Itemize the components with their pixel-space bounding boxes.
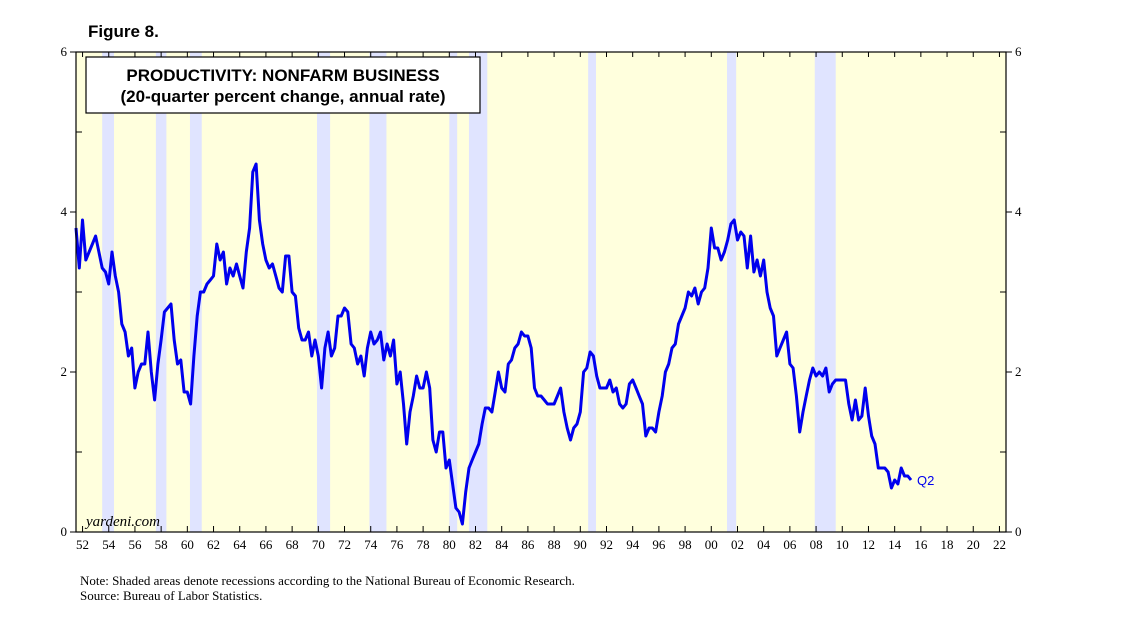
x-tick-label: 06	[783, 537, 797, 552]
recession-band	[814, 52, 836, 532]
recession-band	[727, 52, 737, 532]
x-tick-label: 88	[548, 537, 561, 552]
recession-band	[155, 52, 167, 532]
end-label: Q2	[917, 473, 934, 488]
note-text: Note: Shaded areas denote recessions acc…	[80, 573, 575, 588]
y-tick-label-left: 4	[61, 204, 68, 219]
notes: Note: Shaded areas denote recessions acc…	[80, 573, 575, 603]
y-tick-label-left: 0	[61, 524, 68, 539]
y-tick-label-left: 2	[61, 364, 68, 379]
source-text: Source: Bureau of Labor Statistics.	[80, 588, 263, 603]
title-box: PRODUCTIVITY: NONFARM BUSINESS (20-quart…	[85, 56, 481, 114]
x-tick-label: 72	[338, 537, 351, 552]
y-tick-label-left: 6	[61, 44, 68, 59]
x-tick-label: 76	[390, 537, 404, 552]
x-tick-label: 14	[888, 537, 902, 552]
x-tick-label: 92	[600, 537, 613, 552]
x-tick-label: 08	[810, 537, 823, 552]
chart-title: PRODUCTIVITY: NONFARM BUSINESS	[126, 66, 439, 85]
x-tick-label: 54	[102, 537, 116, 552]
recession-band	[588, 52, 597, 532]
x-tick-label: 66	[259, 537, 273, 552]
series-line	[74, 162, 913, 526]
x-tick-label: 52	[76, 537, 89, 552]
x-tick-label: 02	[731, 537, 744, 552]
plot-area	[76, 52, 1006, 532]
x-tick-label: 64	[233, 537, 247, 552]
recession-band	[317, 52, 331, 532]
chart-subtitle: (20-quarter percent change, annual rate)	[121, 87, 446, 106]
x-tick-label: 00	[705, 537, 718, 552]
y-tick-label-right: 4	[1015, 204, 1022, 219]
x-tick-label: 90	[574, 537, 587, 552]
recession-band	[102, 52, 114, 532]
y-tick-label-right: 2	[1015, 364, 1022, 379]
recession-band	[189, 52, 202, 532]
x-tick-label: 68	[286, 537, 299, 552]
x-tick-label: 80	[443, 537, 456, 552]
axes: 0 02 24 46 652 54 56 58 60 62 64 66 68 70 72 74 76 78 80 82…	[61, 44, 1023, 552]
x-tick-label: 98	[679, 537, 692, 552]
x-tick-label: 74	[364, 537, 378, 552]
x-tick-label: 82	[469, 537, 482, 552]
figure-label: Figure 8.	[88, 22, 159, 41]
y-tick-label-right: 0	[1015, 524, 1022, 539]
series-layer: Q2	[74, 162, 934, 526]
x-tick-label: 78	[417, 537, 430, 552]
x-tick-label: 58	[155, 537, 168, 552]
x-tick-label: 84	[495, 537, 509, 552]
x-tick-label: 86	[521, 537, 535, 552]
recession-band	[449, 52, 458, 532]
x-tick-label: 10	[836, 537, 849, 552]
x-tick-label: 16	[914, 537, 928, 552]
recession-bands	[102, 52, 836, 532]
watermark: yardeni.com	[84, 514, 160, 530]
recession-band	[369, 52, 387, 532]
title-box-frame	[85, 56, 481, 114]
x-tick-label: 62	[207, 537, 220, 552]
x-tick-label: 60	[181, 537, 194, 552]
plot-background-layer	[76, 52, 1006, 532]
recession-band	[468, 52, 488, 532]
x-tick-label: 56	[128, 537, 142, 552]
x-tick-label: 94	[626, 537, 640, 552]
x-tick-label: 20	[967, 537, 980, 552]
y-tick-label-right: 6	[1015, 44, 1022, 59]
x-tick-label: 18	[941, 537, 954, 552]
x-tick-label: 04	[757, 537, 771, 552]
x-tick-label: 70	[312, 537, 325, 552]
x-tick-label: 96	[652, 537, 666, 552]
x-tick-label: 22	[993, 537, 1006, 552]
x-tick-label: 12	[862, 537, 875, 552]
